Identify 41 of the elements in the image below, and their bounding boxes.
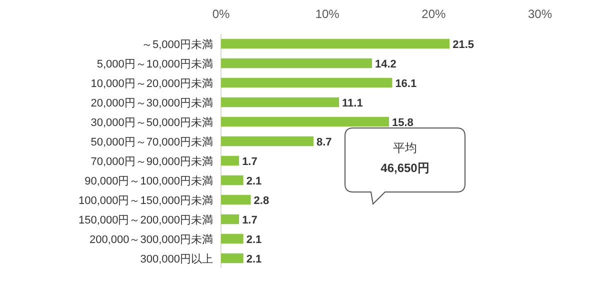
annotation: 平均 46,650円 [380, 141, 430, 175]
x-tick-label: 30% [528, 7, 552, 21]
bar [221, 175, 244, 186]
bar [221, 38, 450, 49]
bar [221, 78, 392, 88]
data-label: 2.1 [246, 175, 262, 188]
y-tick-label: 30,000円～50,000円未満 [90, 116, 213, 129]
y-tick-label: 200,000～300,000円未満 [89, 232, 213, 246]
data-label: 1.7 [242, 156, 258, 168]
x-tick-label: 20% [422, 7, 446, 21]
bar [221, 194, 251, 205]
data-label: 8.7 [316, 136, 332, 148]
bar [221, 234, 244, 244]
x-tick-label: 0% [212, 7, 230, 21]
bar [221, 253, 244, 264]
x-tick-label: 10% [315, 7, 340, 21]
y-tick-label: 50,000円～70,000円未満 [90, 135, 213, 148]
bar [221, 214, 240, 224]
bar [221, 156, 240, 166]
y-tick-label: 70,000円～90,000円未満 [90, 154, 213, 168]
data-label: 15.8 [392, 116, 414, 129]
bar [221, 136, 314, 146]
bar [221, 97, 340, 108]
y-tick-label: 150,000円～200,000円未満 [78, 213, 213, 226]
data-label: 16.1 [395, 78, 417, 90]
y-tick-label: 100,000円～150,000円未満 [78, 194, 213, 207]
y-tick-label: 90,000円～100,000円未満 [84, 174, 213, 188]
data-label: 2.8 [254, 194, 270, 207]
y-tick-label: 5,000円～10,000円未満 [96, 57, 213, 70]
data-label: 1.7 [242, 214, 258, 226]
y-tick-label: 20,000円～30,000円未満 [90, 96, 213, 110]
y-tick-label: ～5,000円未満 [141, 38, 213, 51]
data-label: 2.1 [246, 234, 262, 246]
bar [221, 58, 372, 68]
data-label: 11.1 [342, 97, 363, 110]
data-label: 2.1 [246, 253, 262, 266]
bar [221, 116, 390, 127]
data-label: 14.2 [374, 58, 396, 70]
y-tick-label: 10,000円～20,000円未満 [90, 76, 213, 90]
data-label: 21.5 [452, 38, 474, 51]
y-tick-label: 300,000円以上 [140, 252, 213, 266]
